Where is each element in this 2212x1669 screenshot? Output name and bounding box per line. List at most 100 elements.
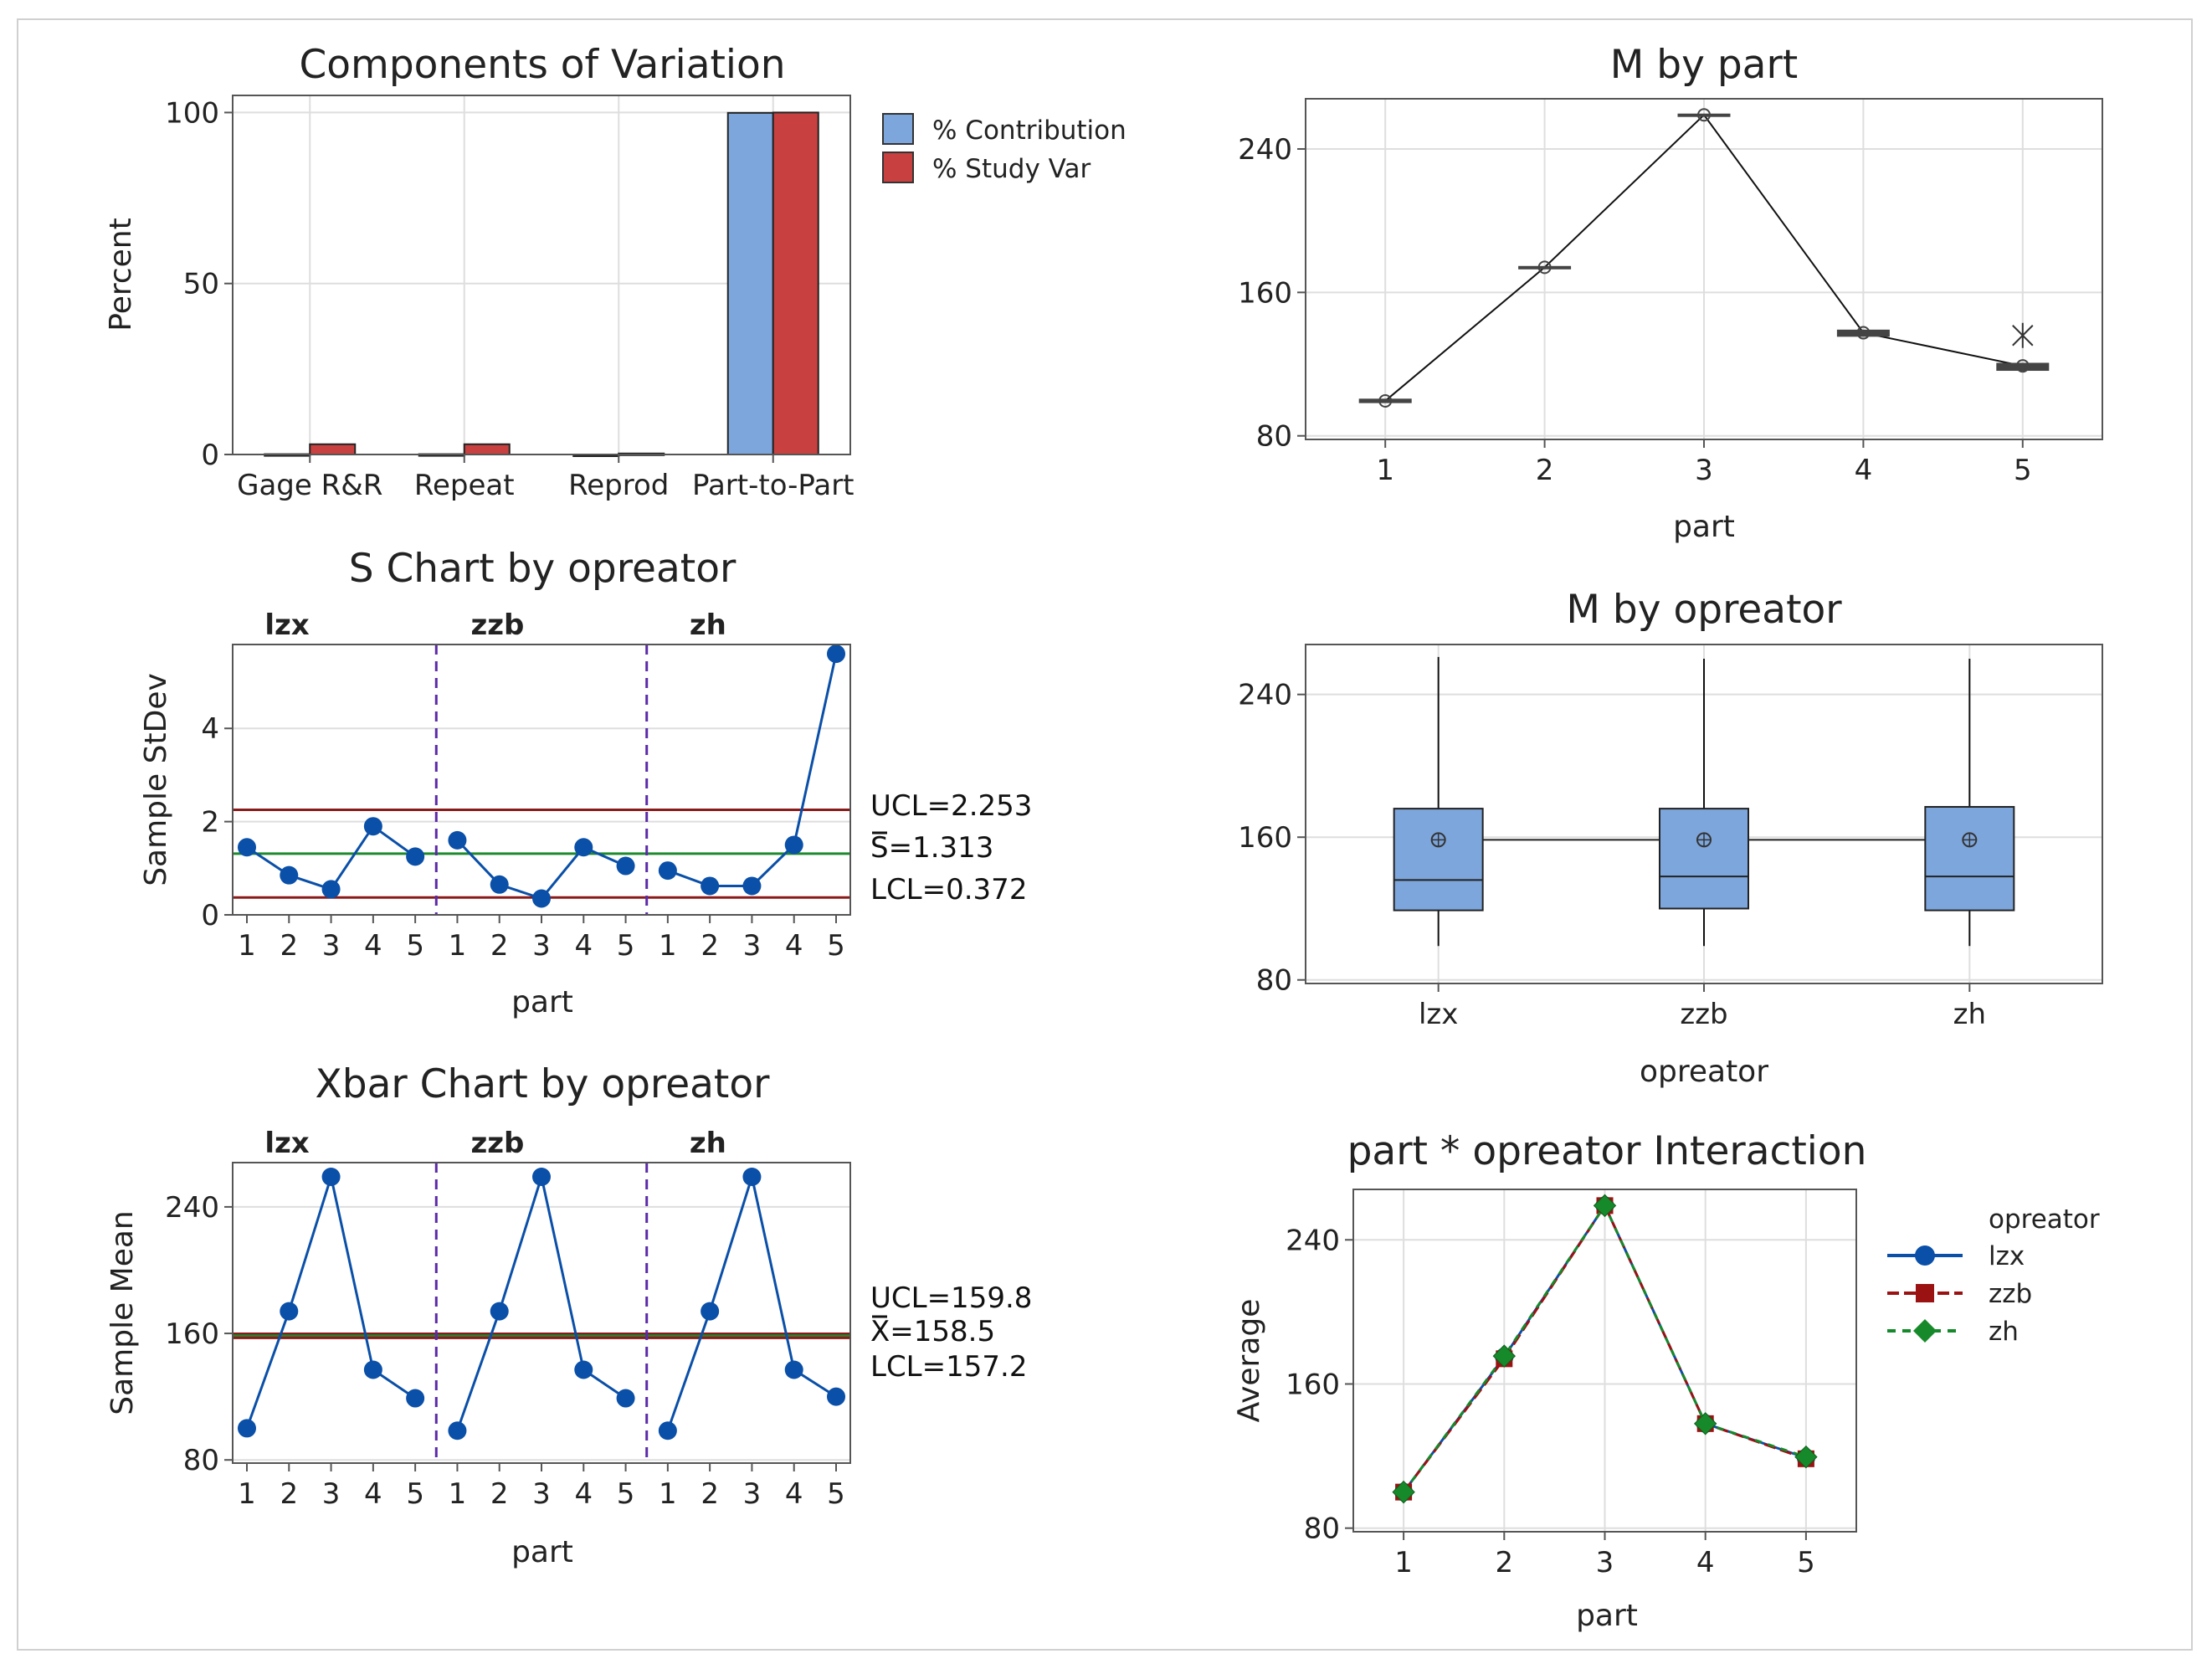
x-axis-label: part: [511, 1535, 573, 1569]
data-point: [784, 1360, 803, 1379]
data-point: [363, 817, 382, 836]
mean-marker: [1697, 108, 1711, 122]
group-label: zh: [690, 1127, 726, 1160]
x-tick-label: 5: [406, 1477, 424, 1511]
y-tick-label: 160: [1286, 1368, 1340, 1401]
data-point: [532, 1168, 551, 1187]
x-tick-label: 5: [406, 929, 424, 963]
mean-marker: [2015, 359, 2030, 373]
legend-label: % Contribution: [932, 116, 1127, 146]
data-point: [238, 838, 256, 857]
x-tick-label: 1: [449, 929, 467, 963]
group-label: zh: [690, 609, 726, 642]
y-axis-label: Sample StDev: [139, 673, 173, 886]
x-tick-label: 1: [449, 1477, 467, 1511]
data-point: [784, 835, 803, 855]
plot-frame: [232, 95, 851, 455]
x-tick-label: 2: [280, 1477, 298, 1511]
x-tick-label: 4: [785, 929, 803, 963]
x-tick-label: 3: [322, 929, 341, 963]
data-point: [280, 1302, 299, 1321]
y-tick-label: 0: [201, 439, 219, 472]
mean-marker-cross: [1697, 833, 1711, 847]
y-tick-label: 80: [1304, 1512, 1340, 1546]
y-tick-label: 240: [1238, 133, 1292, 167]
x-tick-label: 5: [827, 1477, 845, 1511]
legend-marker: [1915, 1245, 1935, 1266]
x-tick-label: 3: [1596, 1546, 1614, 1579]
control-limit-label: UCL=2.253: [870, 789, 1032, 823]
y-tick-label: 240: [165, 1191, 219, 1225]
x-tick-label: 2: [701, 929, 719, 963]
legend-marker: [1913, 1319, 1937, 1343]
figure-frame: [17, 18, 2193, 1651]
control-limit-label: LCL=0.372: [870, 873, 1027, 906]
group-label: zzb: [470, 1127, 524, 1160]
data-point: [490, 875, 509, 894]
chart-title: S Chart by opreator: [349, 546, 736, 592]
x-tick-label: 2: [1536, 454, 1554, 487]
y-tick-label: 50: [183, 268, 219, 301]
x-tick-label: 3: [532, 1477, 551, 1511]
control-limit-label: LCL=157.2: [870, 1350, 1027, 1384]
box: [1924, 805, 2015, 912]
y-tick-label: 160: [1238, 821, 1292, 855]
x-tick-label: 4: [1855, 454, 1873, 487]
x-tick-label: 1: [238, 1477, 256, 1511]
x-tick-label: 4: [364, 929, 382, 963]
series-line: [245, 1172, 416, 1429]
data-point: [1794, 1445, 1818, 1469]
legend-swatch: [882, 151, 914, 183]
data-point: [490, 1302, 509, 1321]
control-limit-label: UCL=159.8: [870, 1281, 1032, 1315]
x-axis-label: part: [511, 985, 573, 1019]
data-point: [1693, 1412, 1717, 1435]
chart-title: Xbar Chart by opreator: [316, 1061, 771, 1107]
y-tick-label: 100: [165, 96, 219, 130]
x-tick-label: 1: [1394, 1546, 1413, 1579]
legend-label: % Study Var: [932, 154, 1091, 184]
data-point: [238, 1419, 256, 1438]
x-tick-label: Repeat: [414, 469, 515, 502]
x-tick-label: 1: [1376, 454, 1394, 487]
box: [1836, 329, 1890, 337]
data-point: [406, 1389, 425, 1408]
x-tick-label: 4: [574, 929, 593, 963]
data-point: [658, 1421, 677, 1440]
chart-title: Components of Variation: [299, 42, 785, 88]
bar: [463, 443, 511, 456]
control-limit-label: S=1.313: [870, 831, 993, 865]
series-line: [246, 824, 417, 891]
x-tick-label: 5: [2014, 454, 2032, 487]
series-line: [666, 1172, 837, 1431]
x-tick-label: zzb: [1680, 998, 1727, 1031]
data-point: [701, 876, 720, 896]
chart-title: part * opreator Interaction: [1347, 1128, 1867, 1174]
x-tick-label: 1: [238, 929, 256, 963]
group-label: lzx: [264, 1127, 309, 1160]
x-tick-label: Part-to-Part: [692, 469, 855, 502]
data-point: [1392, 1480, 1415, 1504]
x-tick-label: 2: [490, 929, 509, 963]
box: [1518, 265, 1572, 270]
y-tick-label: 80: [183, 1444, 219, 1477]
x-tick-label: 4: [574, 1477, 593, 1511]
y-axis-label: Percent: [104, 218, 138, 331]
data-point: [616, 856, 635, 876]
legend-title: opreator: [1989, 1204, 2100, 1235]
y-axis-label: Average: [1232, 1299, 1266, 1423]
data-point: [448, 1421, 467, 1440]
x-tick-label: lzx: [1419, 998, 1458, 1031]
x-tick-label: 2: [280, 929, 298, 963]
x-tick-label: 3: [743, 929, 762, 963]
x-tick-label: 5: [1797, 1546, 1815, 1579]
data-point: [532, 889, 551, 908]
box: [1659, 808, 1749, 910]
chart-title: M by part: [1610, 42, 1798, 88]
plot-frame: [232, 644, 851, 916]
y-tick-label: 160: [1238, 276, 1292, 310]
mean-marker-cross: [1963, 833, 1977, 847]
y-tick-label: 80: [1256, 964, 1292, 998]
x-axis-label: opreator: [1640, 1055, 1768, 1089]
